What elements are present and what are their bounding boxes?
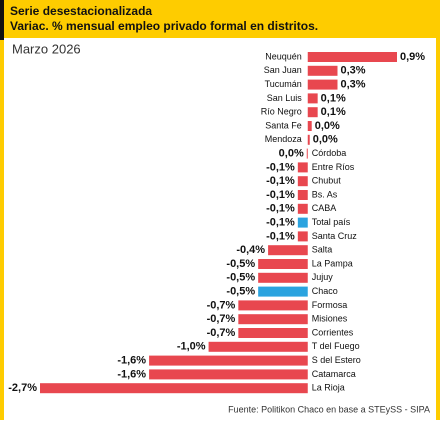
value-label: -0,1%: [266, 161, 295, 173]
bar: [40, 383, 308, 394]
value-label: 0,0%: [279, 148, 304, 160]
category-label: San Juan: [264, 65, 302, 75]
bar: [307, 134, 310, 145]
value-label: 0,0%: [313, 134, 338, 146]
bar: [149, 355, 308, 366]
category-label: Bs. As: [312, 189, 338, 199]
source: Fuente: Politikon Chaco en base a STEySS…: [228, 404, 430, 414]
chart-title: Serie desestacionalizada: [10, 4, 152, 18]
value-label: -0,4%: [236, 244, 265, 256]
value-label: -0,1%: [266, 230, 295, 242]
value-label: -0,1%: [266, 217, 295, 229]
category-label: Río Negro: [261, 107, 302, 117]
value-label: 0,1%: [321, 106, 346, 118]
category-label: Chubut: [312, 176, 342, 186]
category-label: Córdoba: [312, 148, 347, 158]
value-label: -0,7%: [207, 327, 236, 339]
value-label: 0,3%: [341, 65, 366, 77]
bar: [297, 190, 308, 200]
value-label: -0,5%: [226, 286, 255, 298]
category-label: Neuquén: [265, 51, 302, 61]
bar: [297, 217, 308, 228]
value-label: -0,7%: [207, 299, 236, 311]
category-label: S del Estero: [312, 355, 361, 365]
bar: [258, 286, 308, 297]
bar: [307, 93, 318, 104]
bar: [238, 328, 308, 338]
bar: [307, 79, 338, 90]
value-label: -0,1%: [266, 203, 295, 215]
bar: [297, 231, 308, 242]
category-label: Chaco: [312, 286, 338, 296]
category-label: Corrientes: [312, 327, 354, 337]
category-label: Salta: [312, 245, 333, 255]
value-label: 0,1%: [321, 92, 346, 104]
value-label: 0,0%: [315, 120, 340, 132]
category-label: San Luis: [267, 93, 303, 103]
bar: [258, 259, 308, 269]
value-label: -1,6%: [117, 368, 146, 380]
bar: [208, 341, 308, 352]
value-label: -1,0%: [177, 341, 206, 353]
category-label: Santa Cruz: [312, 231, 358, 241]
category-label: Jujuy: [312, 272, 334, 282]
bar: [307, 65, 338, 76]
category-label: CABA: [312, 203, 337, 213]
accent-bar: [0, 0, 4, 40]
category-label: Formosa: [312, 300, 348, 310]
bar: [297, 203, 308, 214]
bar: [306, 148, 308, 159]
value-label: -0,7%: [207, 313, 236, 325]
bar: [258, 272, 308, 283]
category-label: La Rioja: [312, 383, 345, 393]
category-label: Tucumán: [265, 79, 302, 89]
period: Marzo 2026: [12, 41, 81, 56]
value-label: -2,7%: [8, 382, 37, 394]
value-label: -0,5%: [226, 272, 255, 284]
bar: [149, 369, 308, 380]
category-label: T del Fuego: [312, 341, 360, 351]
value-label: -0,1%: [266, 175, 295, 187]
category-label: La Pampa: [312, 258, 353, 268]
category-label: Santa Fe: [265, 120, 302, 130]
bar: [238, 300, 308, 311]
category-label: Catamarca: [312, 369, 356, 379]
category-label: Misiones: [312, 314, 348, 324]
bar: [268, 245, 308, 256]
category-label: Total país: [312, 217, 351, 227]
category-label: Entre Ríos: [312, 162, 355, 172]
bar: [297, 176, 308, 187]
chart-subtitle: Variac. % mensual empleo privado formal …: [10, 19, 318, 33]
value-label: -1,6%: [117, 355, 146, 367]
bar: [307, 52, 397, 62]
bar: [238, 314, 308, 325]
value-label: -0,1%: [266, 189, 295, 201]
value-label: 0,3%: [341, 79, 366, 91]
value-label: 0,9%: [400, 51, 425, 63]
bar: [307, 107, 318, 118]
category-label: Mendoza: [265, 134, 302, 144]
bar: [307, 121, 312, 131]
bar: [297, 162, 308, 173]
value-label: -0,5%: [226, 258, 255, 270]
